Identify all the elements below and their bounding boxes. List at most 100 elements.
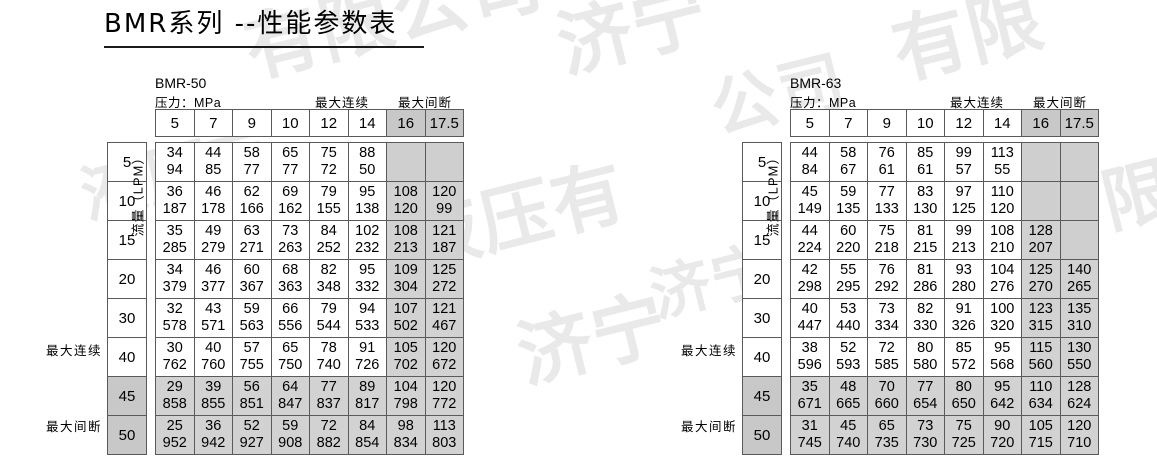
cell-torque-value: 58	[840, 145, 857, 161]
cell-torque-value: 75	[878, 223, 895, 239]
data-cell: 75 218	[867, 220, 907, 260]
cell-speed-value: 166	[239, 201, 264, 217]
model-name: BMR-63	[790, 75, 842, 91]
data-cell: 60 367	[232, 259, 272, 299]
cell-speed-value: 72	[320, 162, 337, 178]
cell-torque-value: 80	[917, 340, 934, 356]
cell-speed-value: 215	[913, 240, 938, 256]
table-row: 30 762 40 760 57 755 65 750 78 740 91 726 105 702 120 6…	[155, 337, 464, 377]
cell-torque-value: 79	[320, 301, 337, 317]
data-cell: 104 276	[982, 259, 1022, 299]
cell-torque-value: 66	[282, 301, 299, 317]
data-cell: 42 298	[790, 259, 830, 299]
cell-torque-value: 95	[994, 379, 1011, 395]
title-underline	[104, 46, 424, 48]
cell-speed-value: 270	[1028, 279, 1053, 295]
cell-torque-value: 128	[1067, 379, 1092, 395]
data-cell: 85 61	[905, 142, 945, 182]
data-cell: 123 315	[1021, 298, 1061, 338]
cell-torque-value: 65	[878, 418, 895, 434]
cell-speed-value: 854	[355, 435, 380, 451]
data-cell: 56 851	[232, 376, 272, 416]
cell-speed-value: 942	[201, 435, 226, 451]
data-cell: 108 210	[982, 220, 1022, 260]
cell-torque-value: 82	[320, 262, 337, 278]
cell-speed-value: 803	[432, 435, 457, 451]
flow-row-label: 20	[742, 259, 782, 299]
data-cell: 52 927	[232, 415, 272, 455]
cell-torque-value: 69	[282, 184, 299, 200]
cell-speed-value: 858	[162, 396, 187, 412]
data-cell: 140 265	[1059, 259, 1099, 299]
cell-torque-value: 94	[359, 301, 376, 317]
cell-speed-value: 654	[913, 396, 938, 412]
cell-torque-value: 34	[166, 145, 183, 161]
cell-speed-value: 85	[205, 162, 222, 178]
table-row: 35 671 48 665 70 660 77 654 80 650 95 642 110 634 128 6…	[790, 376, 1099, 416]
data-cell: 102 232	[347, 220, 387, 260]
cell-speed-value: 379	[162, 279, 187, 295]
data-cell: 40 760	[193, 337, 233, 377]
cell-speed-value: 315	[1028, 318, 1053, 334]
cell-torque-value: 60	[840, 223, 857, 239]
data-cell: 58 77	[232, 142, 272, 182]
cell-torque-value: 77	[320, 379, 337, 395]
cell-speed-value: 149	[797, 201, 822, 217]
data-cell: 34 94	[155, 142, 195, 182]
data-cell: 46 377	[193, 259, 233, 299]
data-cell: 34 379	[155, 259, 195, 299]
max-continuous-row-note: 最大连续	[680, 344, 737, 358]
data-cell: 105 715	[1021, 415, 1061, 455]
cell-speed-value: 99	[436, 201, 453, 217]
data-cell: 72 882	[309, 415, 349, 455]
data-cell: 113 55	[982, 142, 1022, 182]
data-cell: 99 57	[944, 142, 984, 182]
data-cell	[1059, 220, 1099, 260]
cell-torque-value: 99	[955, 223, 972, 239]
pressure-header-cell: 9	[232, 109, 272, 137]
cell-speed-value: 467	[432, 318, 457, 334]
data-cell: 97 125	[944, 181, 984, 221]
data-cell: 45 740	[828, 415, 868, 455]
cell-torque-value: 93	[955, 262, 972, 278]
data-cell: 120 772	[424, 376, 464, 416]
cell-torque-value: 70	[878, 379, 895, 395]
data-cell: 38 596	[790, 337, 830, 377]
data-cell: 66 556	[270, 298, 310, 338]
cell-torque-value: 83	[917, 184, 934, 200]
cell-torque-value: 89	[359, 379, 376, 395]
data-cell: 35 671	[790, 376, 830, 416]
cell-speed-value: 750	[278, 357, 303, 373]
cell-torque-value: 73	[878, 301, 895, 317]
pressure-header-row: 5 7 9 10 12 14 16 17.5	[155, 109, 464, 137]
cell-torque-value: 35	[801, 379, 818, 395]
watermark-text: 济宁	[549, 0, 718, 90]
data-cell: 93 280	[944, 259, 984, 299]
cell-torque-value: 95	[359, 262, 376, 278]
data-cell: 110 120	[982, 181, 1022, 221]
cell-torque-value: 72	[320, 418, 337, 434]
pressure-header-cell: 10	[905, 109, 945, 137]
cell-speed-value: 280	[951, 279, 976, 295]
cell-torque-value: 31	[801, 418, 818, 434]
cell-speed-value: 272	[432, 279, 457, 295]
cell-speed-value: 187	[432, 240, 457, 256]
cell-speed-value: 837	[316, 396, 341, 412]
cell-torque-value: 58	[243, 145, 260, 161]
cell-torque-value: 121	[432, 301, 457, 317]
flow-axis-label: 流量（LPM）	[765, 150, 781, 237]
data-cell: 113 803	[424, 415, 464, 455]
cell-speed-value: 726	[355, 357, 380, 373]
data-cell: 90 720	[982, 415, 1022, 455]
data-cell: 79 544	[309, 298, 349, 338]
cell-torque-value: 68	[282, 262, 299, 278]
cell-torque-value: 125	[1028, 262, 1053, 278]
cell-torque-value: 76	[878, 145, 895, 161]
cell-speed-value: 77	[243, 162, 260, 178]
cell-torque-value: 36	[205, 418, 222, 434]
cell-torque-value: 59	[282, 418, 299, 434]
cell-torque-value: 104	[990, 262, 1015, 278]
data-cell: 65 735	[867, 415, 907, 455]
cell-speed-value: 220	[836, 240, 861, 256]
cell-torque-value: 73	[282, 223, 299, 239]
